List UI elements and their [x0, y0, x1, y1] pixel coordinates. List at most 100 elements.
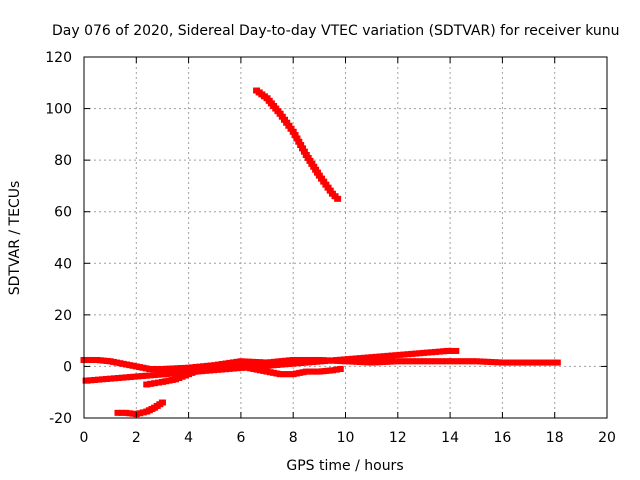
data-point	[192, 363, 200, 370]
data-point	[244, 358, 252, 365]
data-point	[376, 353, 384, 360]
data-point	[282, 357, 290, 364]
data-point	[151, 380, 159, 387]
x-tick-label: 2	[132, 430, 141, 446]
data-point	[293, 360, 301, 367]
y-tick-label: 80	[54, 153, 72, 169]
data-point	[249, 363, 257, 370]
data-point	[442, 358, 450, 365]
data-point	[465, 358, 473, 365]
data-point	[134, 373, 142, 380]
data-point	[198, 368, 206, 375]
data-point	[318, 175, 326, 182]
data-point	[177, 365, 185, 372]
data-point	[352, 355, 360, 362]
data-point	[390, 358, 398, 365]
data-point	[394, 358, 402, 365]
data-point	[173, 365, 181, 372]
data-point	[321, 358, 329, 365]
y-tick-label: -20	[49, 411, 72, 427]
data-point	[409, 358, 417, 365]
data-point	[404, 351, 412, 358]
data-point	[476, 358, 484, 365]
data-point	[188, 364, 196, 371]
data-point	[315, 172, 323, 179]
y-tick-label: 120	[45, 50, 72, 66]
data-point	[253, 363, 261, 370]
data-point	[202, 367, 210, 374]
data-point	[194, 368, 202, 375]
data-point	[451, 347, 460, 354]
data-point	[388, 352, 396, 359]
x-tick-label: 14	[441, 430, 459, 446]
data-point	[375, 359, 383, 366]
data-point	[364, 359, 372, 366]
y-tick-label: 100	[45, 102, 72, 118]
x-tick-label: 12	[389, 430, 407, 446]
data-point	[289, 356, 297, 363]
data-point	[317, 358, 325, 365]
data-point	[439, 358, 447, 365]
data-point	[170, 370, 178, 377]
data-point	[82, 377, 91, 384]
data-point	[396, 351, 404, 358]
data-point	[233, 365, 241, 372]
data-point	[461, 358, 469, 365]
data-point	[106, 375, 114, 382]
data-point	[401, 358, 409, 365]
data-point	[256, 359, 264, 366]
data-point	[495, 359, 503, 366]
data-point	[443, 347, 452, 354]
data-point	[295, 138, 303, 145]
data-point	[392, 352, 400, 359]
data-point	[98, 376, 106, 383]
data-point	[528, 359, 536, 366]
data-point	[241, 364, 249, 371]
data-point	[469, 358, 477, 365]
data-point	[356, 355, 364, 362]
data-point	[400, 351, 408, 358]
data-point	[517, 359, 525, 366]
data-point	[412, 358, 420, 365]
data-point	[491, 359, 499, 366]
data-point	[245, 364, 253, 371]
data-point	[271, 358, 279, 365]
data-point	[252, 359, 260, 366]
data-point	[525, 359, 533, 366]
data-point	[273, 361, 281, 368]
data-point	[372, 353, 380, 360]
data-point	[267, 359, 275, 366]
y-tick-label: 0	[63, 359, 72, 375]
series-track-high-descending	[253, 87, 342, 202]
data-point	[289, 360, 297, 367]
data-point	[334, 195, 342, 202]
data-point	[513, 359, 521, 366]
data-point	[532, 359, 540, 366]
data-point	[186, 369, 194, 376]
data-point	[472, 358, 480, 365]
data-point	[320, 178, 328, 185]
data-point	[356, 359, 364, 366]
data-point	[539, 359, 547, 366]
data-point	[416, 358, 424, 365]
data-point	[110, 375, 118, 382]
data-point	[360, 359, 368, 366]
data-point	[446, 358, 454, 365]
data-point	[384, 352, 392, 359]
data-point	[332, 366, 340, 373]
data-point	[281, 361, 289, 368]
x-tick-label: 6	[236, 430, 245, 446]
grid	[84, 57, 607, 418]
data-point	[259, 359, 267, 366]
data-point	[336, 366, 344, 373]
data-point	[424, 349, 432, 356]
data-point	[340, 356, 348, 363]
data-point	[293, 135, 301, 142]
x-tick-label: 4	[184, 430, 193, 446]
data-point	[225, 365, 233, 372]
data-point	[435, 358, 443, 365]
data-point	[178, 369, 186, 376]
data-point	[287, 125, 295, 132]
data-point	[95, 376, 103, 383]
data-point	[102, 375, 110, 382]
